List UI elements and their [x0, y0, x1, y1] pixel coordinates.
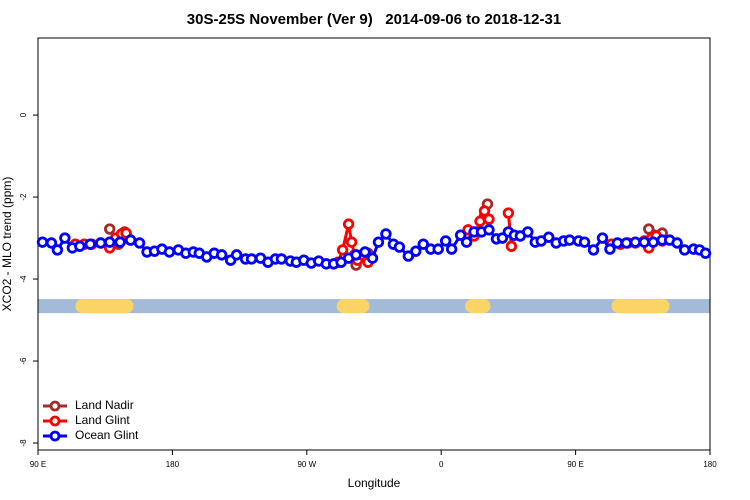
series-marker [474, 215, 486, 227]
series-marker [439, 235, 452, 247]
series-marker [103, 223, 116, 235]
series-marker [51, 244, 64, 256]
legend-marker [49, 430, 61, 442]
series-marker [454, 229, 467, 241]
series-marker [629, 236, 642, 248]
series-marker [275, 253, 288, 265]
land-band [611, 299, 670, 314]
land-band [465, 299, 491, 314]
series-marker [432, 243, 444, 255]
series-marker [372, 236, 385, 248]
series-marker [245, 253, 258, 265]
ocean-band [38, 299, 710, 314]
x-tick-label: 0 [439, 460, 444, 469]
series-marker [215, 249, 228, 261]
y-tick-label: 0 [19, 112, 28, 117]
series-marker [604, 243, 616, 255]
series-marker [611, 237, 624, 249]
series-marker [345, 236, 358, 248]
series-marker [483, 224, 495, 236]
series-marker [578, 236, 591, 248]
series-marker [336, 244, 349, 256]
series-marker [671, 237, 683, 249]
series-marker [380, 228, 392, 240]
y-tick-label: -4 [19, 275, 28, 283]
series-marker [478, 205, 491, 217]
legend-marker [49, 400, 61, 412]
series-marker [402, 250, 415, 262]
legend-label: Land Nadir [75, 398, 134, 412]
y-axis-label: XCO2 - MLO trend (ppm) [0, 177, 14, 312]
series-marker [393, 241, 406, 253]
series-marker [163, 246, 176, 258]
series-marker [445, 243, 458, 255]
series-marker [505, 240, 518, 252]
series-marker [643, 223, 655, 235]
y-tick-label: -8 [19, 439, 28, 447]
legend-label: Land Glint [75, 413, 130, 427]
series-marker [678, 244, 691, 256]
y-tick-label: -6 [19, 357, 28, 365]
series-marker [84, 238, 96, 250]
x-tick-label: 180 [703, 460, 717, 469]
series-marker [103, 236, 116, 248]
land-band [336, 299, 370, 314]
legend-marker [49, 415, 61, 427]
series-marker [366, 252, 379, 264]
series-marker [45, 237, 58, 249]
series-marker [59, 232, 71, 244]
y-tick-label: -2 [19, 193, 28, 201]
legend-label: Ocean Glint [75, 428, 139, 442]
series-marker [699, 247, 712, 259]
series-marker [638, 236, 650, 248]
series-marker [460, 236, 473, 248]
land-band [75, 299, 134, 314]
series-marker [596, 232, 609, 244]
series-marker [563, 234, 576, 246]
series-marker [36, 236, 49, 248]
series-marker [133, 237, 146, 249]
series-marker [114, 236, 126, 248]
chart-title: 30S-25S November (Ver 9) 2014-09-06 to 2… [187, 11, 561, 28]
series-marker [350, 249, 362, 261]
series-marker [502, 207, 515, 219]
x-tick-label: 90 E [567, 460, 583, 469]
x-tick-label: 90 E [30, 460, 46, 469]
series-marker [522, 226, 534, 238]
series-marker [230, 249, 243, 261]
series-marker [359, 246, 371, 258]
series-marker [647, 236, 659, 248]
series-marker [543, 231, 555, 243]
x-tick-label: 90 W [297, 460, 316, 469]
series-marker [620, 237, 633, 249]
x-tick-label: 180 [166, 460, 180, 469]
x-axis-label: Longitude [348, 476, 401, 490]
series-marker [410, 245, 422, 257]
series-marker [342, 218, 355, 230]
series-marker [417, 238, 429, 250]
series-marker [74, 240, 86, 252]
series-marker [483, 213, 495, 225]
series-marker [587, 244, 600, 256]
series-marker [124, 234, 137, 246]
series-marker [95, 237, 107, 249]
